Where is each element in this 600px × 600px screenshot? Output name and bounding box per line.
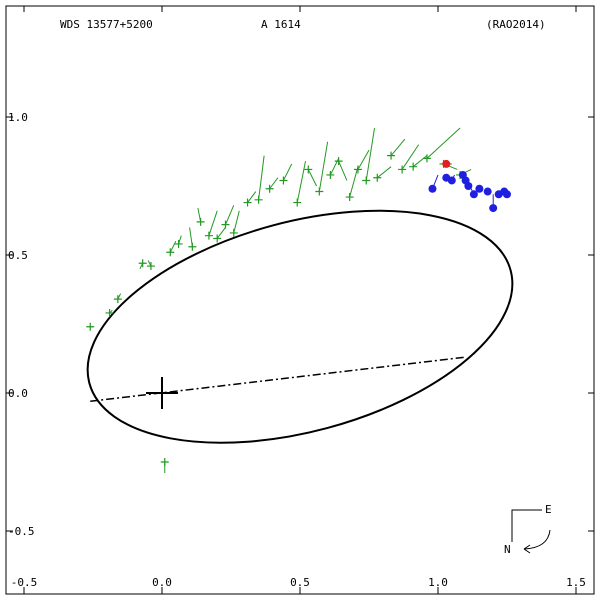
observation-plus — [265, 184, 274, 193]
residual-line — [365, 127, 376, 181]
residual-line — [426, 127, 461, 159]
residual-line — [401, 144, 420, 170]
residual-line — [258, 155, 265, 200]
observation-plus — [422, 154, 431, 163]
residual-line — [349, 166, 359, 198]
header-reference-label: (RAO2014) — [486, 18, 546, 31]
x-tick-label: 1.5 — [566, 576, 586, 589]
observation-plus — [113, 295, 122, 304]
observation-dot — [469, 190, 478, 199]
observation-plus — [166, 248, 175, 257]
residual-line — [282, 163, 293, 181]
observation-plus — [138, 259, 147, 268]
observation-plus — [86, 322, 95, 331]
observation-plus — [362, 176, 371, 185]
y-tick-label: 1.0 — [8, 111, 28, 124]
compass-north-label: N — [504, 543, 511, 556]
observation-dot — [447, 176, 456, 185]
observation-plus — [196, 217, 205, 226]
observation-dot — [489, 204, 498, 213]
residual-line — [357, 149, 370, 170]
observation-plus — [213, 234, 222, 243]
residual-line — [412, 155, 428, 168]
observation-plus — [279, 176, 288, 185]
x-tick-label: 1.0 — [428, 576, 448, 589]
observation-plus — [345, 193, 354, 202]
observation-plus — [304, 165, 313, 174]
residual-line — [233, 210, 240, 234]
observation-dot — [475, 184, 484, 193]
orbit-group — [86, 209, 514, 444]
observations-group — [86, 127, 511, 474]
y-tick-label: 0.5 — [8, 249, 28, 262]
observation-plus — [353, 165, 362, 174]
header-system-label: A 1614 — [261, 18, 301, 31]
observation-plus — [326, 170, 335, 179]
observation-plus — [315, 187, 324, 196]
residual-line — [169, 240, 177, 253]
observation-plus — [188, 242, 197, 251]
observation-plus — [293, 198, 302, 207]
header-wds-label: WDS 13577+5200 — [60, 18, 153, 31]
line-of-nodes — [90, 356, 466, 403]
residual-line — [296, 161, 307, 203]
residual-line — [376, 166, 392, 179]
x-tick-label: 0.0 — [152, 576, 172, 589]
x-tick-label: -0.5 — [11, 576, 38, 589]
observation-dot — [483, 187, 492, 196]
observation-plus — [105, 308, 114, 317]
observation-plus — [254, 195, 263, 204]
residual-line — [269, 177, 279, 190]
observation-plus — [160, 458, 169, 466]
observation-plus — [146, 262, 155, 271]
observation-plus — [174, 239, 183, 248]
y-tick-label: -0.5 — [8, 525, 35, 538]
observation-dot — [503, 190, 511, 199]
residual-line — [216, 227, 226, 239]
orbit-ellipse — [86, 209, 514, 444]
y-tick-label: 0.0 — [8, 387, 28, 400]
observation-plus — [398, 165, 407, 174]
residual-line — [208, 210, 218, 236]
residual-line — [390, 138, 406, 156]
compass-arrow-arc — [523, 529, 551, 550]
observation-plus — [387, 151, 396, 160]
observation-plus — [204, 231, 213, 240]
observation-dot — [428, 184, 437, 193]
axes: -0.5 0.0 0.5 1.0 1.5 1.0 0.5 0.0 -0.5 — [6, 6, 594, 594]
observation-plus — [229, 228, 238, 237]
compass-arrow-head — [523, 544, 531, 554]
compass-axes — [511, 509, 542, 542]
observation-plus — [221, 220, 230, 229]
observation-plus — [334, 157, 343, 166]
observation-plus — [243, 198, 252, 207]
compass: E N — [504, 503, 552, 556]
x-tick-label: 0.5 — [290, 576, 310, 589]
residual-line — [247, 191, 257, 203]
residual-line — [318, 141, 329, 192]
compass-east-label: E — [545, 503, 552, 516]
residual-line — [225, 205, 235, 225]
observation-plus — [409, 162, 418, 171]
residual-line — [338, 160, 348, 181]
observation-dot — [464, 182, 473, 190]
observation-dot — [442, 159, 451, 168]
residual-line — [307, 169, 318, 187]
observation-plus — [373, 173, 382, 182]
